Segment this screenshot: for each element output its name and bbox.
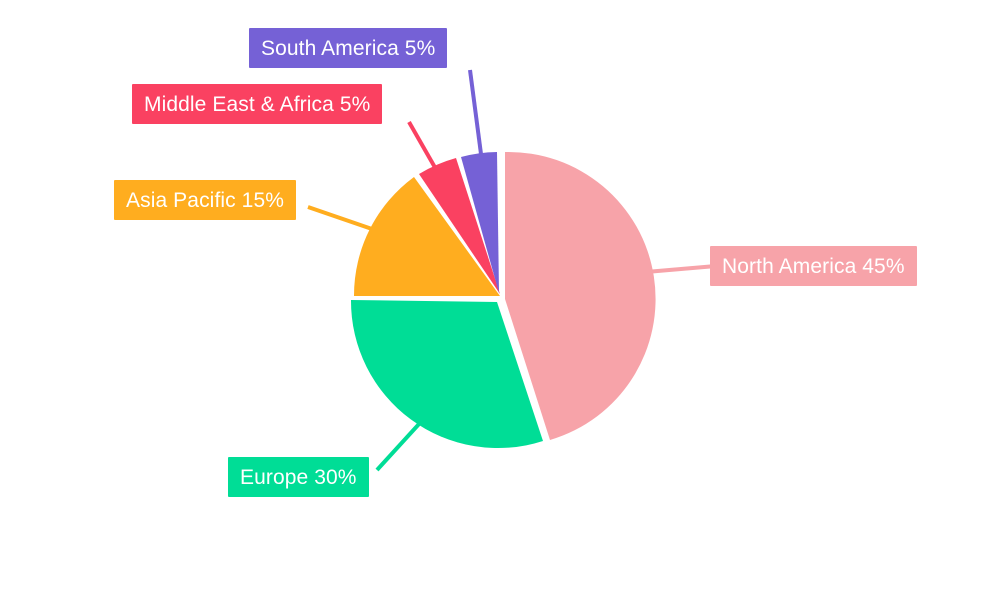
pie-slice-north-america[interactable] [505, 151, 656, 441]
pie-label-north-america-text: North America 45% [722, 254, 905, 278]
leader-line-south-america [468, 69, 483, 155]
pie-label-asia-pacific[interactable]: Asia Pacific 15% [114, 180, 297, 220]
pie-slices [350, 151, 656, 449]
pie-label-europe[interactable]: Europe 30% [228, 457, 369, 497]
leader-line-north-america [645, 264, 717, 274]
leader-line-europe [375, 422, 421, 472]
pie-label-middle-east-africa[interactable]: Middle East & Africa 5% [132, 84, 383, 124]
pie-slice-asia-pacific[interactable] [353, 177, 500, 296]
leader-lines [307, 69, 717, 472]
pie-slice-south-america[interactable] [461, 152, 499, 293]
pie-slice-europe[interactable] [350, 300, 543, 449]
leader-line-asia-pacific [307, 205, 373, 231]
pie-label-south-america-text: South America 5% [261, 36, 436, 60]
pie-label-europe-text: Europe 30% [240, 465, 357, 489]
pie-label-north-america[interactable]: North America 45% [710, 246, 917, 286]
pie-slice-middle-east-africa[interactable] [419, 158, 500, 294]
pie-label-middle-east-africa-text: Middle East & Africa 5% [144, 92, 371, 116]
pie-label-south-america[interactable]: South America 5% [249, 28, 448, 68]
leader-line-middle-east-africa [407, 121, 439, 172]
pie-label-asia-pacific-text: Asia Pacific 15% [126, 188, 285, 212]
